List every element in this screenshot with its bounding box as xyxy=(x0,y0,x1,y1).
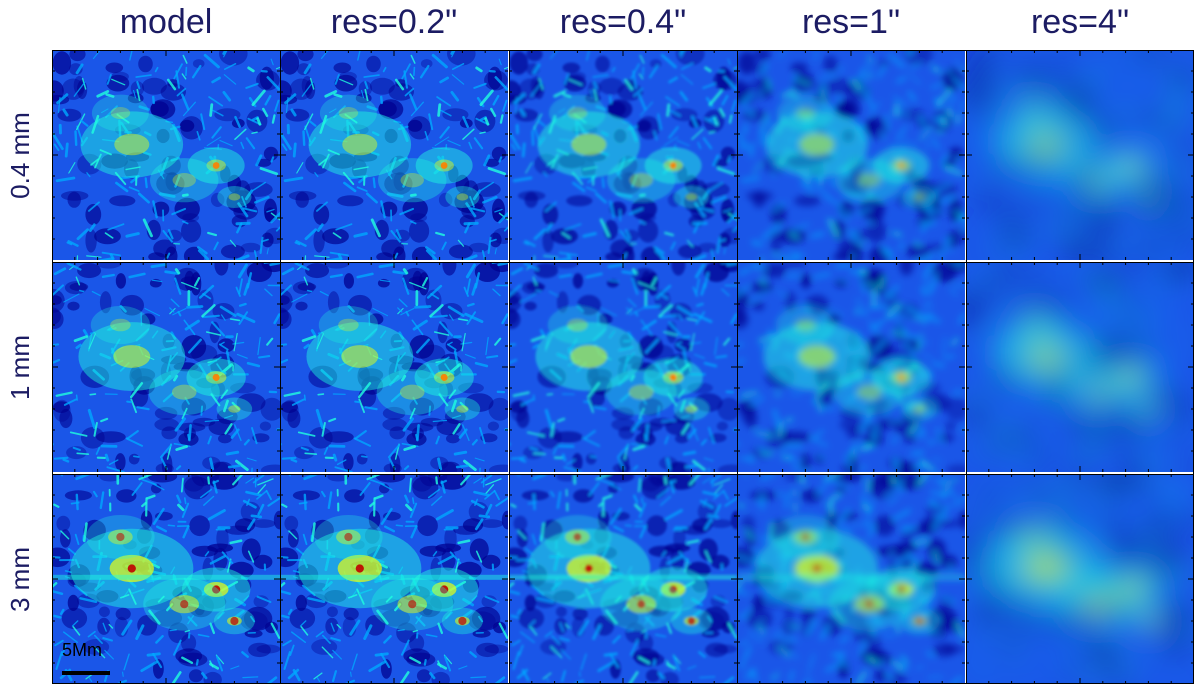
emission-map xyxy=(737,474,965,684)
grid-divider xyxy=(52,262,1194,263)
map-panel xyxy=(737,50,965,260)
emission-map xyxy=(280,50,508,260)
emission-map xyxy=(280,262,508,472)
grid-divider xyxy=(966,50,967,684)
emission-map xyxy=(966,474,1194,684)
emission-map xyxy=(52,262,280,472)
map-panel xyxy=(509,50,737,260)
grid-divider xyxy=(737,50,738,684)
row-title-0.4mm: 0.4 mm xyxy=(4,111,35,199)
map-panel xyxy=(52,50,280,260)
emission-map xyxy=(280,474,508,684)
map-panel xyxy=(737,262,965,472)
emission-map xyxy=(52,50,280,260)
column-title-model: model xyxy=(119,3,213,41)
emission-map xyxy=(737,50,965,260)
map-panel xyxy=(966,262,1194,472)
scalebar-label: 5Mm xyxy=(62,640,102,660)
map-panel xyxy=(737,474,965,684)
map-panel xyxy=(280,262,508,472)
map-panel xyxy=(52,262,280,472)
row-title-3mm: 3 mm xyxy=(4,546,35,612)
map-panel xyxy=(966,474,1194,684)
grid-divider xyxy=(509,50,510,684)
scalebar xyxy=(62,671,110,675)
map-panel xyxy=(509,474,737,684)
emission-map xyxy=(52,474,280,684)
emission-map xyxy=(737,262,965,472)
map-panel xyxy=(509,262,737,472)
emission-map xyxy=(509,262,737,472)
emission-map xyxy=(509,474,737,684)
grid-divider xyxy=(280,50,281,684)
map-panel xyxy=(280,474,508,684)
grid-divider xyxy=(52,474,1194,475)
emission-map xyxy=(966,50,1194,260)
row-title-1mm: 1 mm xyxy=(4,334,35,400)
column-title-res-4: res=4" xyxy=(1030,3,1130,41)
map-panel xyxy=(280,50,508,260)
column-title-res-1: res=1" xyxy=(801,3,901,41)
emission-map xyxy=(509,50,737,260)
column-title-res-0.4: res=0.4" xyxy=(559,3,687,41)
column-title-res-0.2: res=0.2" xyxy=(330,3,458,41)
map-panel xyxy=(966,50,1194,260)
map-panel xyxy=(52,474,280,684)
emission-map xyxy=(966,262,1194,472)
